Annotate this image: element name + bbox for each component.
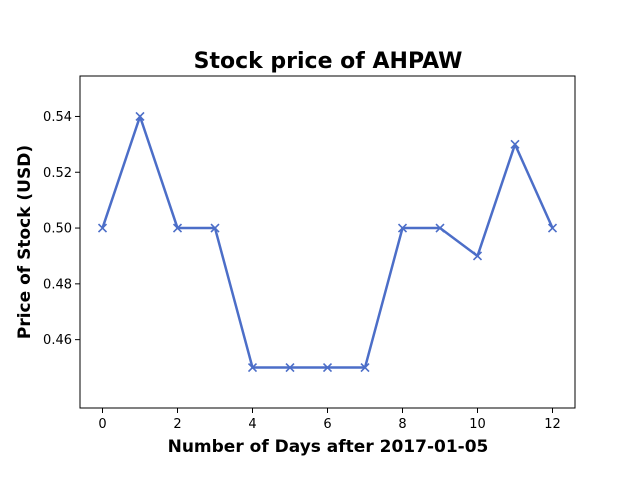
y-tick-label: 0.48 — [43, 277, 72, 292]
x-axis: 0 2 4 6 8 10 12 — [98, 408, 560, 432]
x-tick-label: 4 — [248, 417, 256, 432]
x-tick-label: 12 — [544, 417, 561, 432]
x-axis-label: Number of Days after 2017-01-05 — [168, 437, 489, 457]
chart-title: Stock price of AHPAW — [194, 49, 463, 74]
x-tick-label: 10 — [469, 417, 486, 432]
x-tick-label: 6 — [323, 417, 331, 432]
y-axis-label: Price of Stock (USD) — [15, 145, 35, 339]
y-tick-label: 0.46 — [43, 333, 72, 348]
x-tick-label: 8 — [398, 417, 406, 432]
x-tick-label: 2 — [173, 417, 181, 432]
y-tick-label: 0.52 — [43, 166, 72, 181]
plot-area-frame — [80, 76, 575, 408]
y-axis: 0.46 0.48 0.50 0.52 0.54 — [43, 110, 80, 348]
x-tick-label: 0 — [98, 417, 106, 432]
price-series-line — [103, 116, 553, 367]
series-layer — [99, 112, 557, 371]
y-tick-label: 0.50 — [43, 222, 72, 237]
y-tick-label: 0.54 — [43, 110, 72, 125]
